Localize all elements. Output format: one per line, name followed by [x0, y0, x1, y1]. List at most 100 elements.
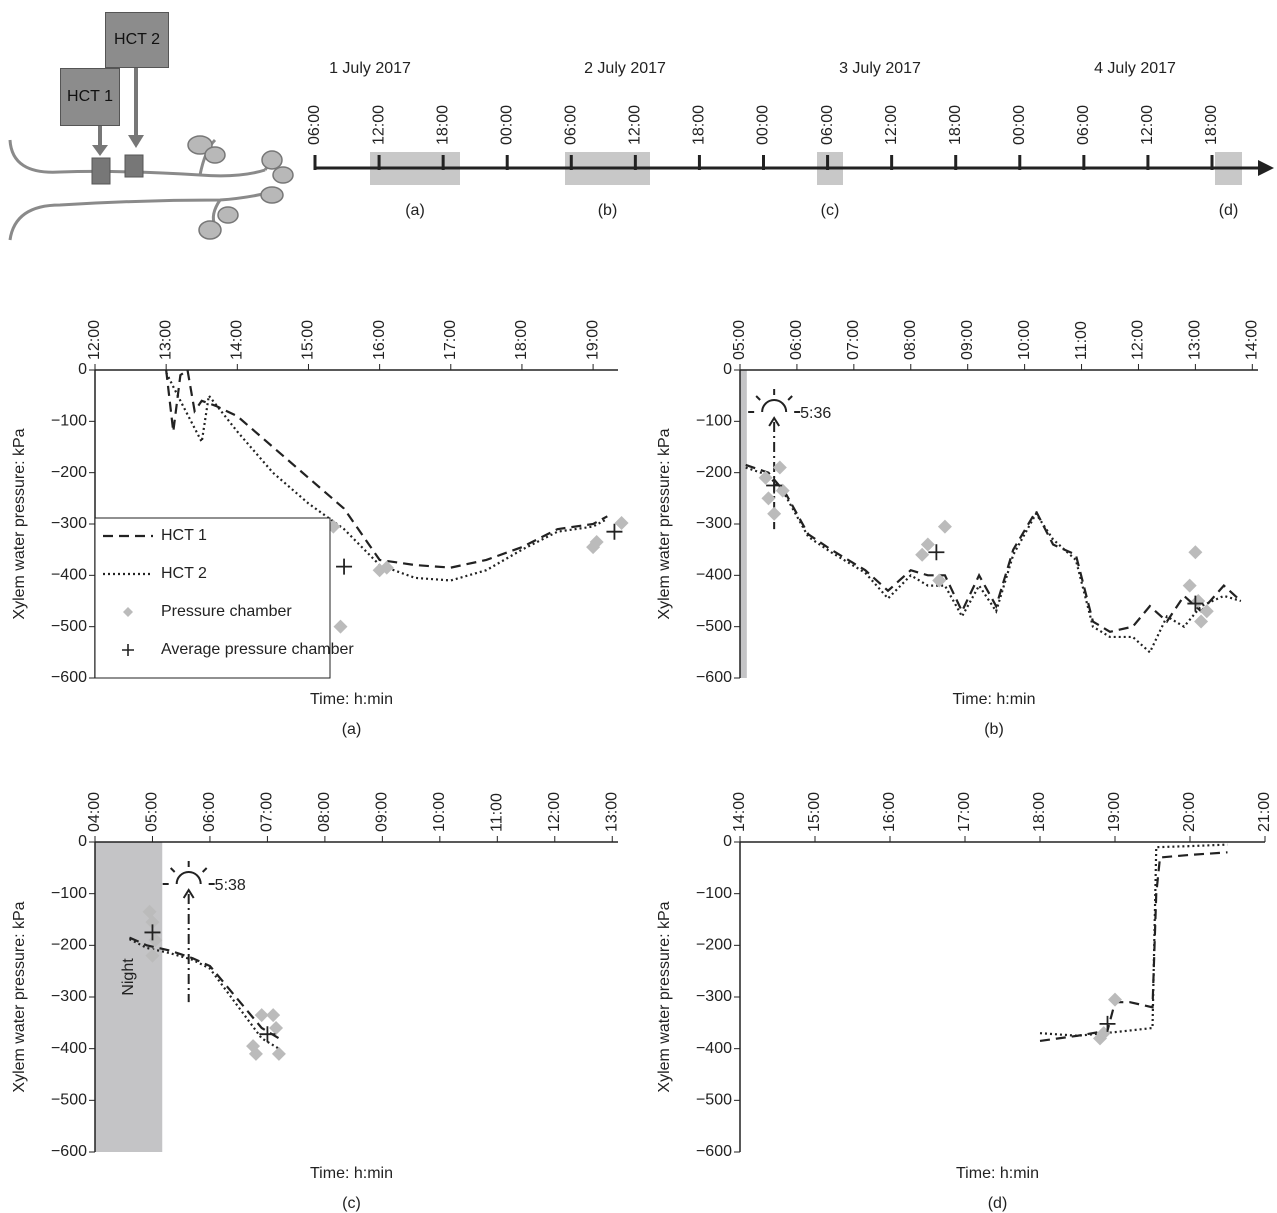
pressure-chamber-point [767, 506, 782, 521]
x-tick-label: 15:00 [300, 320, 317, 360]
average-point [1187, 595, 1204, 612]
pressure-chamber-point [772, 460, 787, 475]
x-tick-label: 12:00 [86, 320, 103, 360]
x-tick-label: 05:00 [144, 792, 161, 832]
x-tick-label: 10:00 [431, 792, 448, 832]
x-tick-label: 16:00 [881, 792, 898, 832]
series-line [745, 463, 1242, 633]
y-tick-label: −300 [51, 988, 87, 1005]
y-tick-label: −100 [51, 885, 87, 902]
y-tick-label: −200 [696, 464, 732, 481]
series-line [1039, 843, 1228, 1037]
y-tick-label: −200 [51, 937, 87, 954]
timeline-tick-label: 06:00 [306, 105, 323, 145]
y-tick-label: −500 [51, 618, 87, 635]
pressure-chamber-point [142, 904, 157, 919]
pressure-chamber-point [614, 515, 629, 530]
pressure-chamber-point [932, 573, 947, 588]
y-axis-label: Xylem water pressure: kPa [656, 428, 673, 619]
panel: Night 04:00 05:00 06:00 07:00 08:00 09:00 10:00… [11, 792, 620, 1212]
x-tick-label: 12:00 [546, 792, 563, 832]
x-tick-label: 19:00 [584, 320, 601, 360]
x-tick-label: 13:00 [1187, 320, 1204, 360]
average-point [606, 523, 623, 540]
legend-label: Average pressure chamber [161, 641, 354, 658]
plant-drawing [8, 68, 294, 241]
timeline-tick-label: 00:00 [1011, 105, 1028, 145]
panel: 14:00 15:00 16:00 17:00 18:00 19:00 20:00 21:00… [656, 792, 1273, 1212]
legend-box [94, 517, 331, 679]
x-axis-label: Time: h:min [310, 691, 393, 708]
date-label: 2 July 2017 [584, 60, 666, 77]
y-tick-label: −100 [51, 413, 87, 430]
window-label: (a) [405, 202, 425, 219]
pressure-chamber-point [1188, 545, 1203, 560]
sunrise-label: 5:38 [215, 877, 246, 894]
date-label: 1 July 2017 [329, 60, 411, 77]
x-tick-label: 21:00 [1256, 792, 1273, 832]
y-tick-label: −300 [696, 988, 732, 1005]
sunrise-label: 5:36 [800, 405, 831, 422]
pressure-chamber-point [1108, 992, 1122, 1007]
timeline-tick-label: 18:00 [434, 105, 451, 145]
x-tick-label: 08:00 [316, 792, 333, 832]
pressure-chamber-point [254, 1008, 269, 1023]
timeline-tick-label: 12:00 [1139, 105, 1156, 145]
average-point [144, 924, 161, 941]
y-axis-label: Xylem water pressure: kPa [656, 901, 673, 1092]
x-tick-label: 20:00 [1181, 792, 1198, 832]
timeline-tick-label: 12:00 [627, 105, 644, 145]
y-tick-label: −300 [696, 515, 732, 532]
timeline-tick-label: 06:00 [1075, 105, 1092, 145]
y-tick-label: −200 [696, 937, 732, 954]
y-tick-label: −400 [696, 567, 732, 584]
legend-label: Pressure chamber [161, 603, 292, 620]
series-line [1039, 851, 1228, 1043]
timeline-tick-label: 18:00 [947, 105, 964, 145]
x-tick-label: 14:00 [229, 320, 246, 360]
pressure-chamber-point [775, 483, 790, 498]
x-tick-label: 09:00 [374, 792, 391, 832]
x-tick-label: 18:00 [1031, 792, 1048, 832]
x-axis-label: Time: h:min [953, 691, 1036, 708]
pressure-chamber-point [920, 537, 935, 552]
panel-caption: (c) [342, 1195, 361, 1212]
sun-icon [748, 389, 801, 427]
x-tick-label: 19:00 [1106, 792, 1123, 832]
y-tick-label: 0 [78, 833, 87, 850]
x-tick-label: 13:00 [157, 320, 174, 360]
pressure-chamber-point [333, 619, 348, 634]
series-line [165, 368, 608, 569]
y-tick-label: −300 [51, 515, 87, 532]
window-label: (d) [1219, 202, 1239, 219]
date-label: 4 July 2017 [1094, 60, 1176, 77]
timeline-tick-label: 00:00 [498, 105, 515, 145]
pressure-chamber-point [248, 1046, 263, 1061]
y-tick-label: −600 [51, 1143, 87, 1160]
pressure-chamber-point [761, 491, 776, 506]
legend-label: HCT 1 [161, 527, 207, 544]
x-tick-label: 07:00 [259, 792, 276, 832]
y-tick-label: −500 [696, 618, 732, 635]
y-tick-label: −400 [51, 1040, 87, 1057]
average-point [336, 558, 353, 575]
y-axis-label: Xylem water pressure: kPa [11, 428, 28, 619]
y-tick-label: −200 [51, 464, 87, 481]
legend-swatch [123, 607, 133, 617]
pressure-chamber-point [379, 560, 394, 575]
x-tick-label: 11:00 [489, 793, 506, 832]
x-tick-label: 04:00 [86, 792, 103, 832]
y-tick-label: −400 [696, 1040, 732, 1057]
series-line [128, 938, 280, 1050]
window-label: (c) [821, 202, 840, 219]
panel-caption: (b) [984, 721, 1004, 738]
hct-label: HCT 2 [105, 12, 169, 68]
window-label: (b) [598, 202, 618, 219]
x-tick-label: 13:00 [603, 792, 620, 832]
x-tick-label: 12:00 [1130, 320, 1147, 360]
x-axis-label: Time: h:min [310, 1165, 393, 1182]
y-tick-label: −400 [51, 567, 87, 584]
